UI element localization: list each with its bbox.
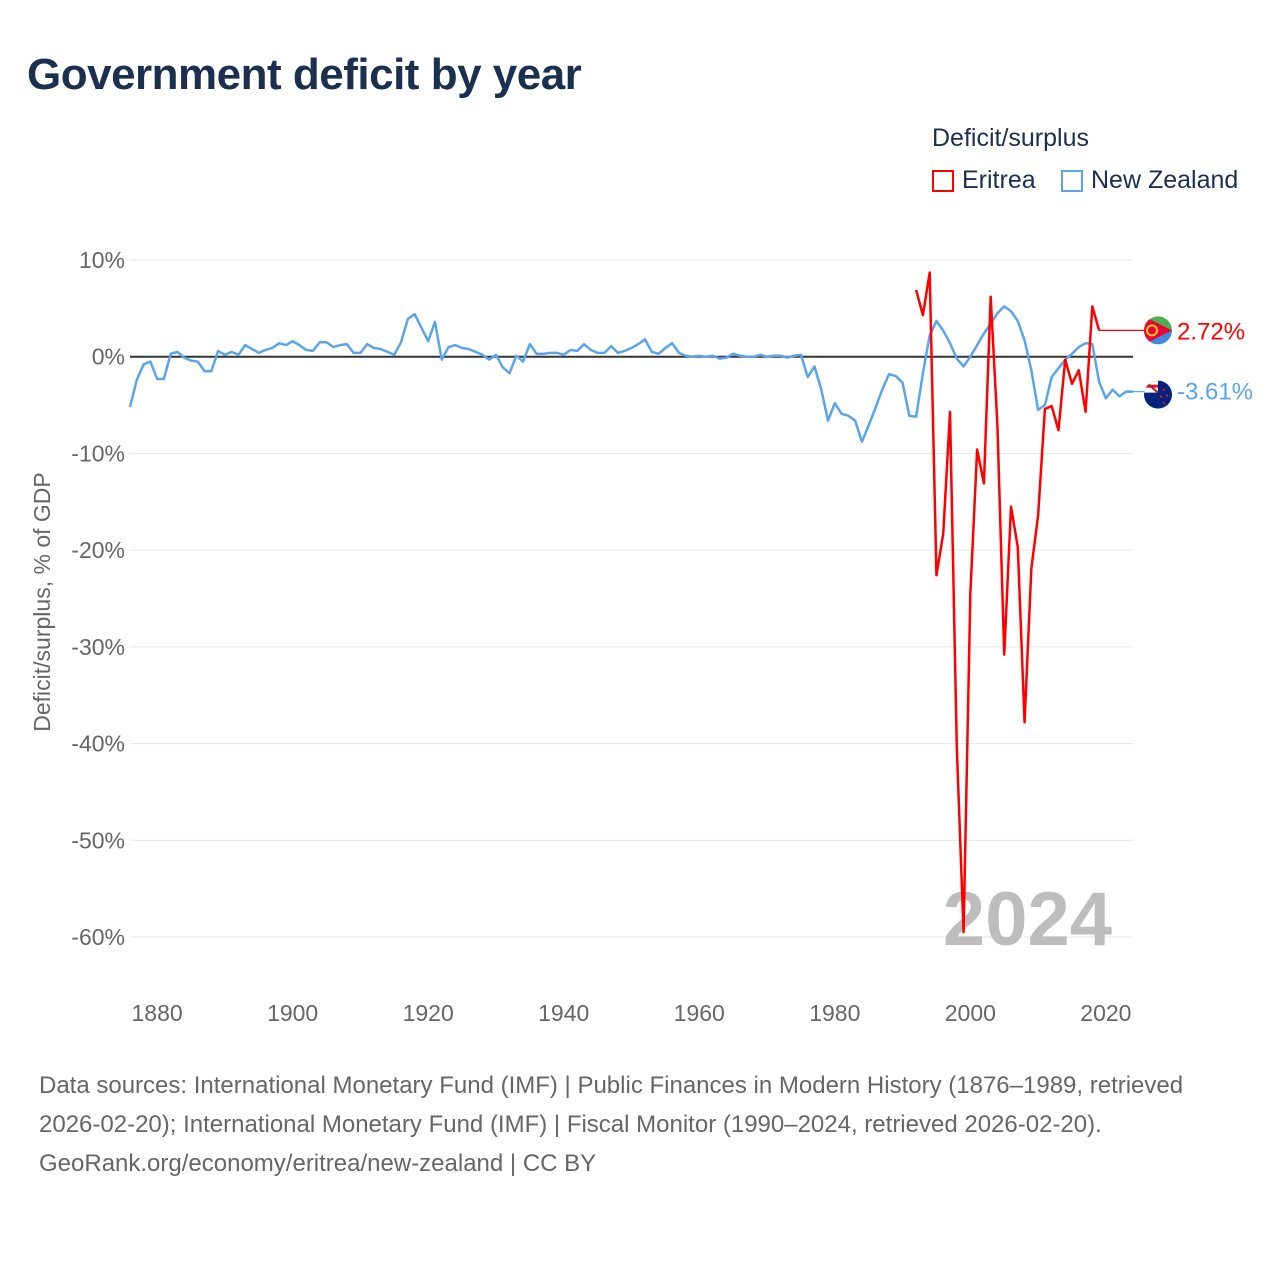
new-zealand-flag-body [1144,380,1172,409]
chart-title: Government deficit by year [27,50,582,99]
y-tick-label: -50% [71,827,125,853]
x-tick-label: 1880 [132,1000,183,1026]
x-tick-label: 1960 [674,1000,725,1026]
legend-label-eritrea: Eritrea [962,166,1036,194]
eritrea-flag-body [1144,316,1172,345]
legend-item-new-zealand[interactable]: New Zealand [1061,166,1238,195]
eritrea-flag-icon [1144,316,1172,345]
y-tick-label: -60% [71,924,125,950]
flag-emblem [1146,324,1158,337]
flag-star [1162,388,1166,391]
flag-star [1159,395,1163,398]
legend-title: Deficit/surplus [932,124,1089,152]
legend-swatch-eritrea [932,169,954,192]
y-tick-label: -30% [71,634,125,660]
x-tick-label: 2020 [1080,1000,1131,1026]
y-tick-label: -40% [71,731,125,757]
footer: Data sources: International Monetary Fun… [39,1066,1249,1183]
series-line-eritrea [914,271,1101,934]
end-label-new-zealand: -3.61% [1177,379,1253,406]
year-watermark: 2024 [943,877,1112,962]
y-tick-label: 10% [79,247,125,273]
x-tick-label: 1940 [538,1000,589,1026]
y-tick-label: -20% [71,537,125,563]
y-axis-label: Deficit/surplus, % of GDP [29,472,55,731]
legend-item-eritrea[interactable]: Eritrea [932,166,1036,195]
x-tick-label: 1980 [809,1000,860,1026]
flag-star [1165,394,1169,397]
y-tick-label: -10% [71,440,125,466]
legend-label-new-zealand: New Zealand [1091,166,1239,194]
x-tick-label: 1920 [403,1000,454,1026]
data-sources: Data sources: International Monetary Fun… [39,1072,1190,1138]
credit-link[interactable]: GeoRank.org/economy/eritrea/new-zealand … [39,1150,597,1177]
end-label-eritrea: 2.72% [1177,318,1245,345]
legend-swatch-new-zealand [1061,169,1083,192]
x-tick-label: 2000 [945,1000,996,1026]
series-line-new-zealand [128,305,1134,444]
y-tick-label: 0% [92,344,125,370]
x-tick-label: 1900 [267,1000,318,1026]
flag-star [1162,401,1166,404]
new-zealand-flag-icon [1144,380,1172,409]
flag-cross-h [1144,384,1158,388]
